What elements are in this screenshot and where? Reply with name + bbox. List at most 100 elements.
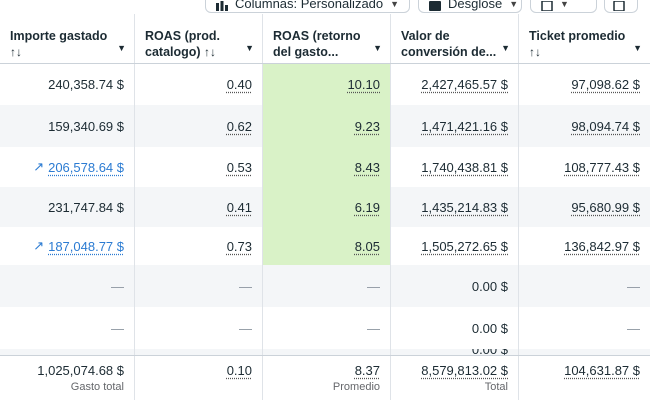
totals-row: 1,025,074.68 $ Gasto total 0.10 8.37 Pro…: [0, 355, 650, 400]
roas-value[interactable]: 8.43: [354, 159, 380, 175]
header-menu-icon[interactable]: ▼: [245, 43, 254, 53]
reports-button[interactable]: ▼: [530, 0, 597, 13]
total-roas-catalog: 0.10: [135, 356, 263, 400]
roas-value[interactable]: 6.19: [354, 199, 380, 215]
trend-up-icon[interactable]: ↗: [33, 159, 45, 174]
table-row[interactable]: — — — 0.00 $ —: [0, 307, 650, 349]
table-row[interactable]: ↗ 206,578.64 $ 0.53 8.43 1,740,438.81 $ …: [0, 147, 650, 187]
export-button[interactable]: [604, 0, 638, 13]
sort-arrows-icon[interactable]: ↑↓: [529, 45, 541, 59]
header-menu-icon[interactable]: ▼: [501, 43, 510, 53]
empty-value: —: [627, 320, 640, 336]
cell-roas: [263, 349, 391, 359]
column-header-roas[interactable]: ROAS (retorno del gasto... ▼: [263, 14, 391, 63]
cell-conversion-value: 1,740,438.81 $: [391, 147, 519, 187]
total-roas-catalog-value[interactable]: 0.10: [226, 363, 252, 378]
empty-value: —: [239, 278, 252, 294]
cell-roas-catalog: 0.62: [135, 105, 263, 147]
spend-value-link[interactable]: 187,048.77 $: [48, 238, 124, 254]
table-row-partial[interactable]: 0.00 $: [0, 349, 650, 359]
breakdown-button[interactable]: Desglose ▼: [418, 0, 522, 13]
conversion-value: 0.00 $: [471, 349, 508, 357]
roas-catalog-value[interactable]: 0.62: [226, 118, 252, 134]
cell-roas: —: [263, 265, 391, 307]
header-menu-icon[interactable]: ▼: [117, 43, 126, 53]
ticket-value[interactable]: 95,680.99 $: [571, 199, 640, 215]
header-label: Importe gastado: [10, 29, 108, 43]
roas-catalog-value[interactable]: 0.40: [226, 77, 252, 92]
roas-catalog-value[interactable]: 0.73: [226, 238, 252, 254]
total-ticket-value[interactable]: 104,631.87 $: [564, 363, 640, 378]
cell-roas-catalog: 0.41: [135, 187, 263, 227]
cell-roas-catalog: —: [135, 307, 263, 349]
cell-roas: 6.19: [263, 187, 391, 227]
ticket-value[interactable]: 98,094.74 $: [571, 118, 640, 134]
columns-label: Columnas: Personalizado: [235, 0, 384, 11]
cell-spend: [0, 349, 135, 359]
total-roas-value[interactable]: 8.37: [354, 363, 380, 378]
cell-conversion-value: 1,505,272.65 $: [391, 227, 519, 265]
table-row[interactable]: ↗ 187,048.77 $ 0.73 8.05 1,505,272.65 $ …: [0, 227, 650, 265]
cell-conversion-value: 1,471,421.16 $: [391, 105, 519, 147]
total-spend-label: Gasto total: [70, 381, 124, 393]
cell-ticket: 95,680.99 $: [519, 187, 650, 227]
cell-roas-catalog: [135, 349, 263, 359]
cell-conversion-value: 1,435,214.83 $: [391, 187, 519, 227]
cell-roas: 10.10: [263, 64, 391, 105]
table-row[interactable]: 159,340.69 $ 0.62 9.23 1,471,421.16 $ 98…: [0, 105, 650, 147]
cell-ticket: —: [519, 307, 650, 349]
table-row[interactable]: 240,358.74 $ 0.40 10.10 2,427,465.57 $ 9…: [0, 64, 650, 105]
header-label-line2: conversión de...: [401, 45, 497, 59]
header-label-line2: del gasto...: [273, 45, 339, 59]
spend-value: 231,747.84 $: [48, 199, 124, 215]
columns-button[interactable]: Columnas: Personalizado ▼: [205, 0, 410, 13]
column-header-roas-catalog[interactable]: ROAS (prod. catalogo) ↑↓ ▼: [135, 14, 263, 63]
header-menu-icon[interactable]: ▼: [633, 43, 642, 53]
conversion-value[interactable]: 1,740,438.81 $: [421, 159, 508, 175]
sort-arrows-icon[interactable]: ↑↓: [10, 45, 22, 59]
total-conversion-value-value[interactable]: 8,579,813.02 $: [421, 363, 508, 378]
empty-value: —: [367, 320, 380, 336]
cell-spend: —: [0, 265, 135, 307]
roas-value[interactable]: 9.23: [354, 118, 380, 134]
total-ticket: 104,631.87 $: [519, 356, 650, 400]
sort-arrows-icon[interactable]: ↑↓: [204, 45, 217, 59]
cell-ticket: 98,094.74 $: [519, 105, 650, 147]
table-row[interactable]: 231,747.84 $ 0.41 6.19 1,435,214.83 $ 95…: [0, 187, 650, 227]
roas-catalog-value[interactable]: 0.53: [226, 159, 252, 175]
column-header-conversion-value[interactable]: Valor de conversión de... ▼: [391, 14, 519, 63]
roas-value[interactable]: 10.10: [347, 77, 380, 92]
ticket-value[interactable]: 136,842.97 $: [564, 238, 640, 254]
cell-ticket: 108,777.43 $: [519, 147, 650, 187]
cell-roas: 8.43: [263, 147, 391, 187]
cell-roas: —: [263, 307, 391, 349]
empty-value: —: [111, 320, 124, 336]
cell-roas-catalog: 0.40: [135, 64, 263, 105]
cell-spend: ↗ 187,048.77 $: [0, 227, 135, 265]
cell-spend: 240,358.74 $: [0, 64, 135, 105]
spend-value-link[interactable]: 206,578.64 $: [48, 159, 124, 175]
empty-value: —: [627, 278, 640, 294]
column-header-spend[interactable]: Importe gastado ↑↓ ▼: [0, 14, 135, 63]
ticket-value[interactable]: 97,098.62 $: [571, 77, 640, 92]
table-header: Importe gastado ↑↓ ▼ ROAS (prod. catalog…: [0, 14, 650, 64]
column-header-ticket[interactable]: Ticket promedio ↑↓ ▼: [519, 14, 650, 63]
cell-ticket: 97,098.62 $: [519, 64, 650, 105]
breakdown-label: Desglose: [448, 0, 503, 11]
chevron-down-icon: ▼: [509, 0, 519, 9]
conversion-value[interactable]: 2,427,465.57 $: [421, 77, 508, 92]
empty-value: —: [239, 320, 252, 336]
roas-value[interactable]: 8.05: [354, 238, 380, 254]
ticket-value[interactable]: 108,777.43 $: [564, 159, 640, 175]
conversion-value[interactable]: 1,505,272.65 $: [421, 238, 508, 254]
table-row[interactable]: — — — 0.00 $ —: [0, 265, 650, 307]
conversion-value[interactable]: 1,435,214.83 $: [421, 199, 508, 215]
empty-value: —: [111, 278, 124, 294]
trend-up-icon[interactable]: ↗: [33, 238, 45, 253]
roas-catalog-value[interactable]: 0.41: [226, 199, 252, 215]
chevron-down-icon: ▼: [390, 0, 400, 9]
empty-value: —: [367, 278, 380, 294]
header-menu-icon[interactable]: ▼: [373, 43, 382, 53]
conversion-value[interactable]: 1,471,421.16 $: [421, 118, 508, 134]
total-spend: 1,025,074.68 $ Gasto total: [0, 356, 135, 400]
